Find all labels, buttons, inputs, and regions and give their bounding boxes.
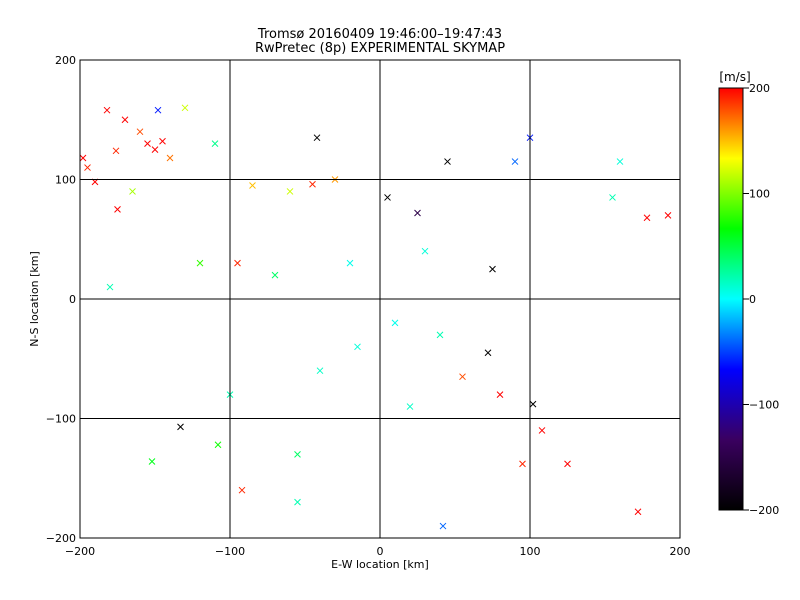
data-point-x — [354, 343, 361, 351]
x-tick-label: −200 — [65, 545, 95, 558]
data-point-x — [484, 349, 492, 357]
data-point-x — [489, 265, 496, 273]
data-point-x — [664, 211, 672, 219]
data-point-x — [421, 247, 429, 255]
data-point-x — [144, 140, 151, 148]
data-point-x — [496, 391, 504, 398]
data-point-x — [112, 147, 120, 155]
data-point-x — [309, 180, 316, 188]
y-axis-ticks: −200 −100 0 100 200 — [46, 54, 76, 545]
x-tick-label: 0 — [377, 545, 384, 558]
data-point-x — [406, 403, 414, 410]
data-point-x — [519, 460, 526, 468]
data-point-x — [634, 508, 642, 516]
colorbar-tick-label: 100 — [749, 188, 770, 201]
y-tick-label: 100 — [55, 174, 76, 187]
colorbar-tick-label: 200 — [749, 82, 770, 95]
data-point-x — [459, 373, 466, 381]
x-tick-label: −100 — [215, 545, 245, 558]
data-point-x — [391, 319, 399, 327]
data-point-x — [136, 128, 144, 136]
y-tick-label: 200 — [55, 54, 76, 67]
data-point-x — [313, 134, 321, 142]
data-point-x — [384, 194, 391, 201]
data-point-x — [214, 441, 222, 449]
data-point-x — [616, 158, 624, 165]
data-point-x — [234, 259, 241, 267]
data-point-x — [211, 140, 219, 148]
y-axis-label: N-S location [km] — [28, 251, 41, 347]
data-point-x — [643, 214, 651, 222]
data-point-x — [121, 116, 129, 124]
data-point-x — [151, 146, 159, 153]
grid-lines — [80, 60, 680, 538]
data-point-x — [103, 106, 111, 114]
data-point-x — [439, 522, 447, 530]
colorbar-tick-label: −200 — [749, 504, 779, 517]
colorbar-label: [m/s] — [719, 70, 750, 84]
data-point-x — [511, 158, 519, 165]
data-point-x — [159, 137, 166, 145]
data-point-x — [106, 283, 114, 291]
data-point-x — [444, 158, 451, 165]
y-tick-label: −100 — [46, 413, 76, 426]
data-point-x — [84, 164, 91, 171]
data-point-x — [114, 206, 121, 213]
colorbar-tick-label: 0 — [749, 293, 756, 306]
colorbar — [718, 87, 744, 511]
data-point-x — [316, 367, 324, 375]
colorbar-tick-label: −100 — [749, 399, 779, 412]
data-point-x — [166, 154, 174, 162]
data-point-x — [238, 486, 246, 494]
data-point-x — [154, 106, 162, 114]
x-axis-label: E-W location [km] — [331, 558, 429, 571]
data-point-x — [564, 460, 571, 468]
data-point-x — [79, 154, 87, 162]
scatter-points — [79, 104, 672, 530]
data-point-x — [196, 259, 204, 267]
chart-subtitle: RwPretec (8p) EXPERIMENTAL SKYMAP — [255, 41, 505, 56]
data-point-x — [436, 331, 444, 339]
data-point-x — [538, 427, 546, 434]
data-point-x — [294, 498, 301, 506]
x-axis-ticks: −200 −100 0 100 200 — [65, 545, 691, 558]
data-point-x — [129, 188, 136, 195]
chart-title: Tromsø 20160409 19:46:00–19:47:43 — [257, 27, 502, 42]
data-point-x — [181, 104, 189, 112]
data-point-x — [271, 271, 279, 279]
data-point-x — [609, 194, 616, 201]
x-tick-label: 100 — [520, 545, 541, 558]
y-tick-label: 0 — [69, 293, 76, 306]
data-point-x — [177, 423, 184, 431]
data-point-x — [414, 209, 421, 217]
colorbar-ticks: −200 −100 0 100 200 — [743, 82, 779, 517]
x-tick-label: 200 — [670, 545, 691, 558]
data-point-x — [249, 182, 256, 189]
data-point-x — [346, 259, 354, 267]
data-point-x — [294, 450, 301, 458]
data-point-x — [148, 458, 156, 465]
data-point-x — [286, 188, 294, 195]
y-tick-label: −200 — [46, 532, 76, 545]
data-point-x — [529, 400, 537, 408]
